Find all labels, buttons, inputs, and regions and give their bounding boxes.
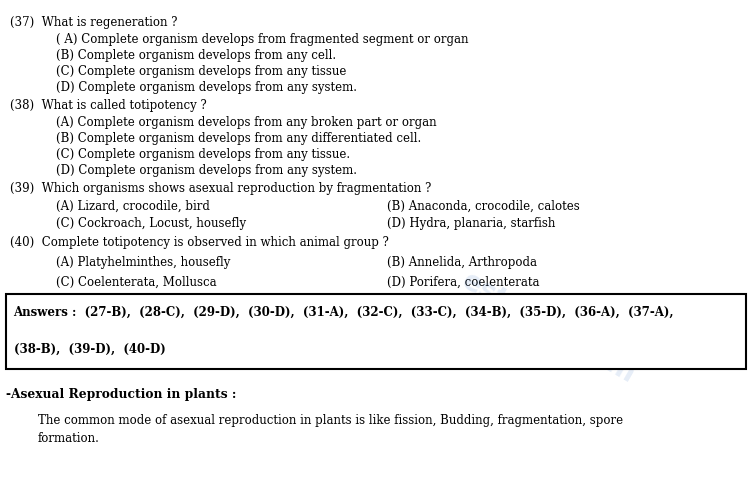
Text: formation.: formation. bbox=[38, 432, 99, 445]
Text: (D) Porifera, coelenterata: (D) Porifera, coelenterata bbox=[387, 276, 540, 289]
Text: (B) Complete organism develops from any differentiated cell.: (B) Complete organism develops from any … bbox=[56, 132, 422, 145]
Text: (A) Platyhelminthes, housefly: (A) Platyhelminthes, housefly bbox=[56, 256, 231, 269]
Text: The common mode of asexual reproduction in plants is like fission, Budding, frag: The common mode of asexual reproduction … bbox=[38, 414, 623, 427]
Text: (40)  Complete totipotency is observed in which animal group ?: (40) Complete totipotency is observed in… bbox=[10, 236, 389, 249]
Text: (C) Coelenterata, Mollusca: (C) Coelenterata, Mollusca bbox=[56, 276, 217, 289]
Text: (B) Complete organism develops from any cell.: (B) Complete organism develops from any … bbox=[56, 49, 337, 62]
Text: (A) Lizard, crocodile, bird: (A) Lizard, crocodile, bird bbox=[56, 200, 211, 213]
Text: (39)  Which organisms shows asexual reproduction by fragmentation ?: (39) Which organisms shows asexual repro… bbox=[10, 182, 431, 196]
Text: (A) Complete organism develops from any broken part or organ: (A) Complete organism develops from any … bbox=[56, 116, 437, 129]
Text: (B) Anaconda, crocodile, calotes: (B) Anaconda, crocodile, calotes bbox=[387, 200, 580, 213]
Text: -Asexual Reproduction in plants :: -Asexual Reproduction in plants : bbox=[6, 388, 236, 401]
Text: estoday.com: estoday.com bbox=[457, 267, 641, 389]
Text: (37)  What is regeneration ?: (37) What is regeneration ? bbox=[10, 16, 177, 29]
Text: (38-B),  (39-D),  (40-D): (38-B), (39-D), (40-D) bbox=[14, 343, 165, 356]
Text: (38)  What is called totipotency ?: (38) What is called totipotency ? bbox=[10, 99, 207, 112]
Bar bbox=[6, 294, 746, 369]
Text: ( A) Complete organism develops from fragmented segment or organ: ( A) Complete organism develops from fra… bbox=[56, 33, 469, 46]
Text: Answers :  (27-B),  (28-C),  (29-D),  (30-D),  (31-A),  (32-C),  (33-C),  (34-B): Answers : (27-B), (28-C), (29-D), (30-D)… bbox=[14, 306, 674, 319]
Text: (D) Hydra, planaria, starfish: (D) Hydra, planaria, starfish bbox=[387, 217, 556, 230]
Text: (D) Complete organism develops from any system.: (D) Complete organism develops from any … bbox=[56, 164, 357, 177]
Text: (D) Complete organism develops from any system.: (D) Complete organism develops from any … bbox=[56, 81, 357, 94]
Text: (C) Complete organism develops from any tissue: (C) Complete organism develops from any … bbox=[56, 65, 347, 78]
Text: (C) Cockroach, Locust, housefly: (C) Cockroach, Locust, housefly bbox=[56, 217, 247, 230]
Text: (C) Complete organism develops from any tissue.: (C) Complete organism develops from any … bbox=[56, 148, 350, 161]
Text: (B) Annelida, Arthropoda: (B) Annelida, Arthropoda bbox=[387, 256, 537, 269]
